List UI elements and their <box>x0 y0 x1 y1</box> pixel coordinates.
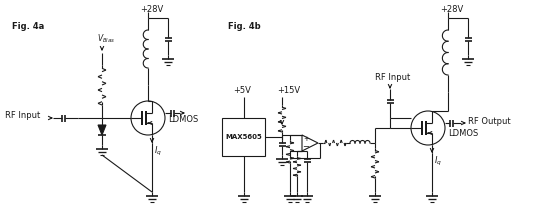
Text: $I_q$: $I_q$ <box>154 145 162 158</box>
Text: Fig. 4b: Fig. 4b <box>228 22 261 31</box>
Text: RF Input: RF Input <box>5 111 40 121</box>
Text: Fig. 4a: Fig. 4a <box>12 22 44 31</box>
Text: −: − <box>302 143 310 152</box>
Text: $V_{Bias}$: $V_{Bias}$ <box>97 33 116 45</box>
Text: $I_q$: $I_q$ <box>434 155 442 168</box>
Text: +28V: +28V <box>440 5 463 14</box>
Text: RF Output: RF Output <box>468 117 510 126</box>
Text: LDMOS: LDMOS <box>448 129 478 138</box>
Text: RF Input: RF Input <box>375 73 410 82</box>
Text: MAX5605: MAX5605 <box>225 134 262 140</box>
Text: +: + <box>303 136 309 142</box>
Text: LDMOS: LDMOS <box>168 116 198 125</box>
Polygon shape <box>98 125 106 135</box>
Text: +5V: +5V <box>234 86 251 95</box>
Bar <box>222 118 265 156</box>
Text: +28V: +28V <box>140 5 163 14</box>
Text: +15V: +15V <box>277 86 300 95</box>
